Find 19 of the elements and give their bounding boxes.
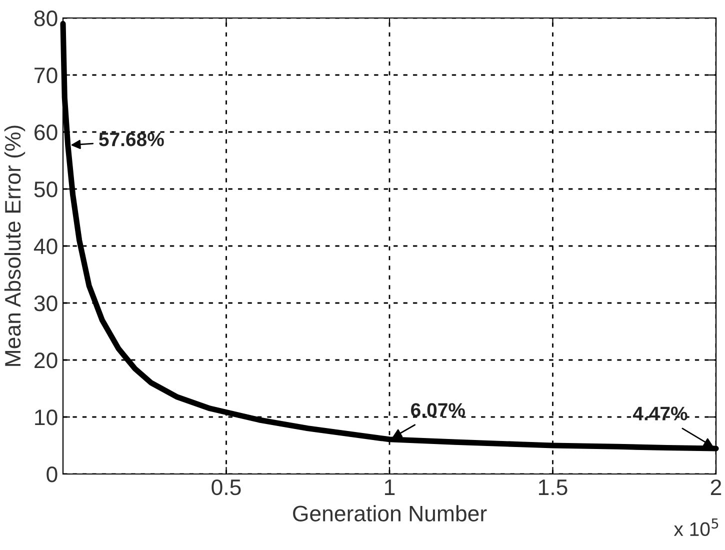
y-tick-label: 80 (34, 10, 58, 26)
y-tick-label: 30 (34, 296, 58, 312)
annotation: 57.68% (99, 132, 164, 146)
y-tick-label: 70 (34, 68, 58, 84)
x-tick-label: 1 (385, 480, 395, 495)
x-tick-label: 2 (710, 479, 722, 495)
x-axis-title: Generation Number (293, 505, 487, 522)
y-axis-title: Mean Absolute Error (%) (4, 126, 26, 366)
y-tick-label: 50 (34, 182, 58, 198)
y-tick-label: 0 (46, 466, 58, 482)
y-tick-label: 40 (34, 238, 58, 254)
x-tick-label: 1.5 (539, 480, 568, 496)
y-tick-label: 60 (34, 124, 58, 140)
text: x 10$^{5}$ (674, 518, 718, 536)
y-tick-label: 10 (35, 410, 58, 426)
y-tick-label: 20 (34, 352, 58, 368)
x-tick-label: 0.5 (212, 479, 241, 496)
annotation: 4.47% (632, 406, 688, 420)
annotation: 6.07% (411, 403, 465, 417)
